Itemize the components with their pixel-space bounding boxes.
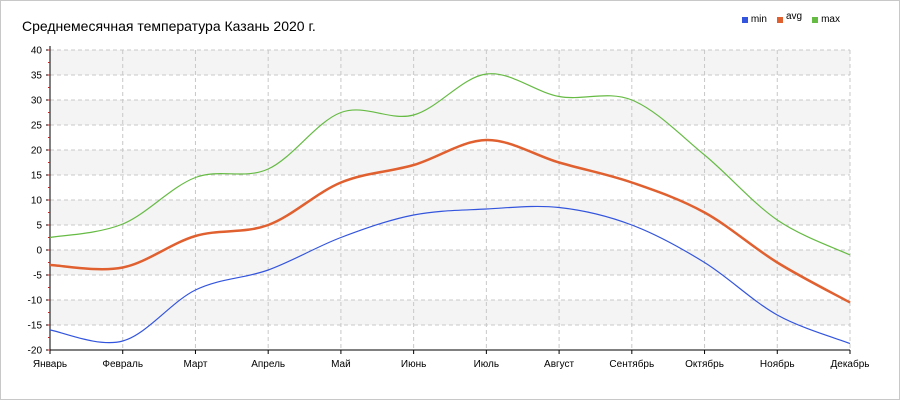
series-line-min <box>49 205 851 345</box>
legend: min avg max <box>741 11 840 25</box>
x-tick-label: Сентябрь <box>609 358 654 370</box>
legend-label-avg: avg <box>785 11 803 22</box>
chart-title: Среднемесячная температура Казань 2020 г… <box>22 18 316 34</box>
grid-band <box>50 50 850 75</box>
y-tick-label: -15 <box>28 321 43 332</box>
grid-band <box>50 250 850 275</box>
legend-item-avg: avg <box>776 11 803 25</box>
x-tick-label: Август <box>544 359 575 370</box>
y-tick-label: 35 <box>31 71 43 82</box>
y-tick-label: 25 <box>31 121 43 132</box>
y-tick-label: 40 <box>31 46 43 57</box>
x-tick-label: Июль <box>474 359 500 370</box>
legend-swatch-max <box>812 16 819 23</box>
x-tick-label: Июнь <box>401 359 426 370</box>
x-tick-label: Март <box>183 359 207 370</box>
series-line-max <box>49 73 851 256</box>
grid-band <box>50 300 850 325</box>
legend-swatch-min <box>741 16 748 23</box>
x-tick-label: Февраль <box>102 359 143 370</box>
y-tick-label: 20 <box>31 146 43 157</box>
y-tick-label: -5 <box>33 271 42 282</box>
series-line-avg <box>49 138 851 304</box>
x-tick-label: Май <box>331 359 351 370</box>
x-tick-label: Октябрь <box>685 358 724 370</box>
x-tick-label: Апрель <box>251 359 285 370</box>
grid-band <box>50 150 850 175</box>
y-tick-label: 0 <box>36 246 42 257</box>
y-tick-label: 15 <box>31 171 43 182</box>
y-tick-label: 30 <box>31 96 43 107</box>
legend-item-max: max <box>812 14 840 25</box>
legend-item-min: min <box>741 14 767 25</box>
legend-swatch-avg <box>776 16 783 23</box>
y-tick-label: 5 <box>36 221 42 232</box>
legend-label-max: max <box>821 14 840 25</box>
y-tick-label: -10 <box>28 296 43 307</box>
grid-band <box>50 100 850 125</box>
x-tick-label: Ноябрь <box>760 358 795 370</box>
y-tick-label: 10 <box>31 196 43 207</box>
legend-label-min: min <box>750 14 767 25</box>
x-tick-label: Январь <box>33 359 67 370</box>
y-tick-label: -20 <box>28 346 43 357</box>
x-tick-label: Декабрь <box>831 358 870 370</box>
grid-band <box>50 200 850 225</box>
